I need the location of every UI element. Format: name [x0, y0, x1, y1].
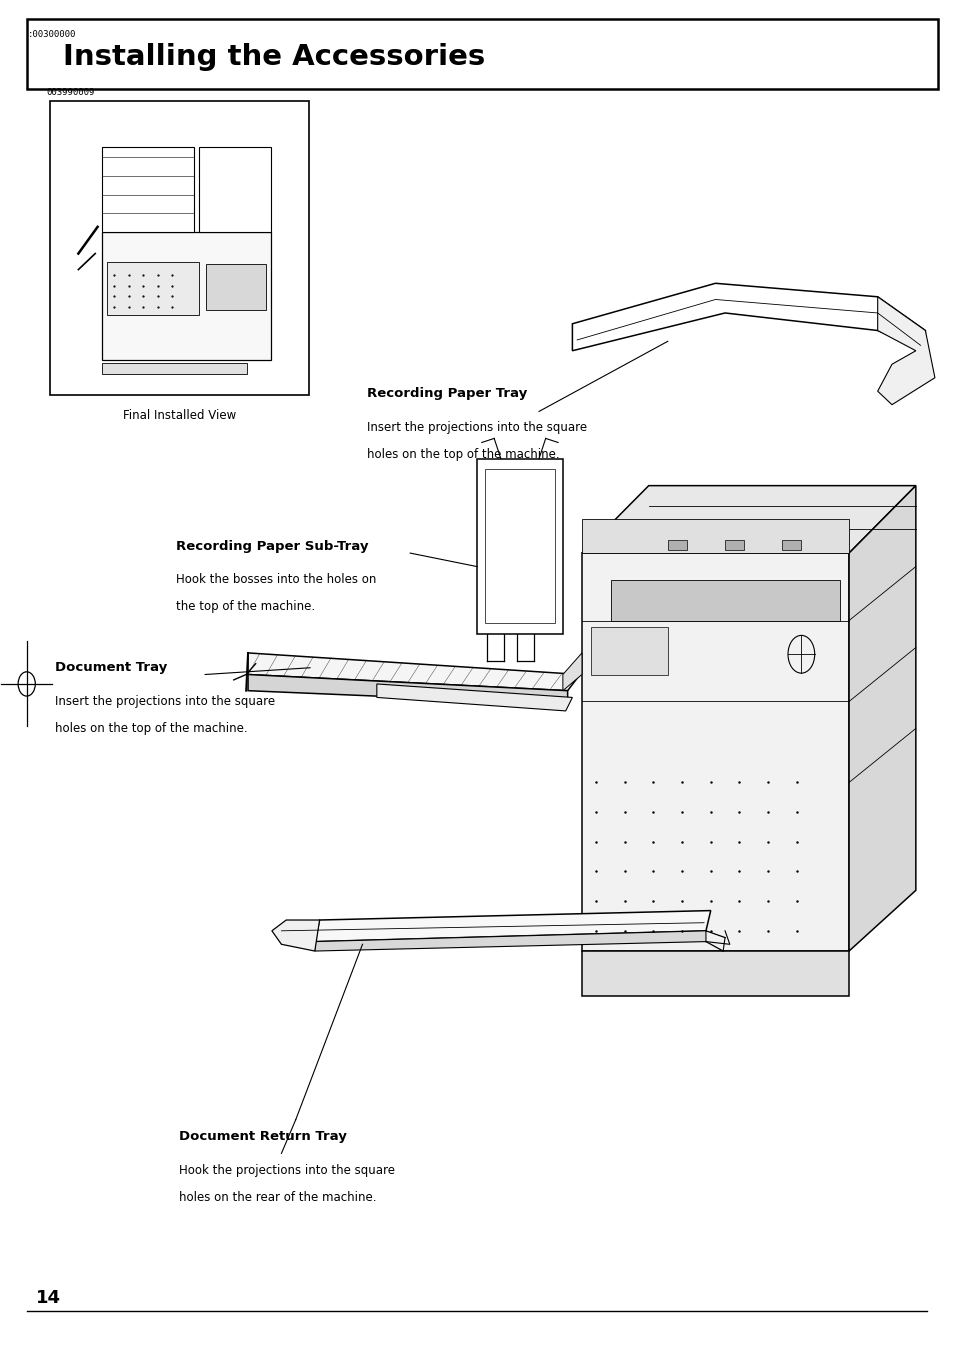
Text: Document Tray: Document Tray	[55, 661, 168, 674]
Text: Installing the Accessories: Installing the Accessories	[63, 43, 485, 71]
Bar	[27, 19, 937, 89]
Text: Document Return Tray: Document Return Tray	[179, 1130, 347, 1144]
Text: Insert the projections into the square: Insert the projections into the square	[367, 421, 587, 434]
Text: Hook the bosses into the holes on: Hook the bosses into the holes on	[176, 573, 376, 587]
Text: Recording Paper Sub-Tray: Recording Paper Sub-Tray	[176, 540, 369, 553]
Polygon shape	[314, 911, 710, 942]
Text: the top of the machine.: the top of the machine.	[176, 600, 315, 614]
Polygon shape	[562, 653, 581, 691]
Text: Insert the projections into the square: Insert the projections into the square	[55, 695, 275, 708]
Text: holes on the top of the machine.: holes on the top of the machine.	[367, 448, 559, 461]
Text: holes on the top of the machine.: holes on the top of the machine.	[55, 722, 248, 735]
Polygon shape	[314, 931, 705, 951]
Polygon shape	[610, 580, 839, 621]
Text: Recording Paper Tray: Recording Paper Tray	[367, 387, 527, 401]
Bar	[50, 101, 309, 395]
Text: holes on the rear of the machine.: holes on the rear of the machine.	[179, 1191, 376, 1205]
Polygon shape	[724, 540, 743, 550]
Polygon shape	[376, 684, 572, 711]
Polygon shape	[206, 264, 266, 310]
Polygon shape	[781, 540, 801, 550]
Polygon shape	[198, 147, 271, 232]
Text: 003990009: 003990009	[47, 88, 95, 97]
Polygon shape	[572, 283, 924, 351]
Polygon shape	[591, 627, 667, 674]
Polygon shape	[484, 469, 555, 623]
Text: :00300000: :00300000	[28, 30, 76, 39]
Polygon shape	[107, 262, 198, 316]
Polygon shape	[581, 553, 848, 951]
Bar	[102, 363, 247, 374]
Polygon shape	[581, 951, 848, 996]
Text: Final Installed View: Final Installed View	[123, 409, 235, 422]
Polygon shape	[102, 232, 271, 360]
Polygon shape	[667, 540, 686, 550]
Polygon shape	[848, 486, 915, 951]
Polygon shape	[102, 147, 193, 232]
Polygon shape	[248, 674, 567, 704]
Polygon shape	[476, 459, 562, 634]
Polygon shape	[877, 297, 934, 405]
Polygon shape	[248, 653, 579, 691]
Polygon shape	[581, 519, 848, 553]
Text: Hook the projections into the square: Hook the projections into the square	[179, 1164, 395, 1178]
Polygon shape	[581, 486, 915, 553]
Text: 14: 14	[36, 1288, 61, 1307]
Polygon shape	[272, 920, 319, 951]
